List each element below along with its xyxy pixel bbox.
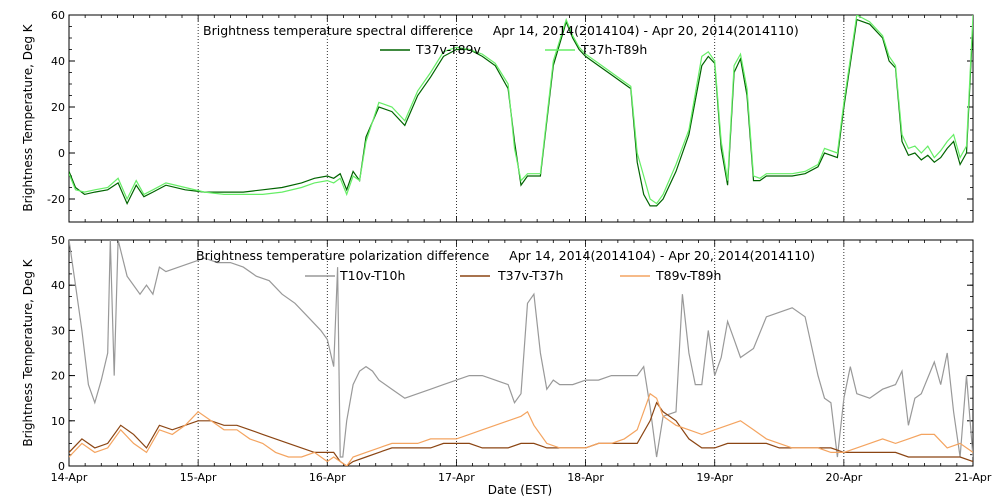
chart-title-bottom: Brightness temperature polarization diff… [196,248,815,263]
series-lines-bottom [69,240,973,466]
series-line-t37v-t89v [69,18,973,207]
polarization-difference-panel: 0 10 20 30 40 50 Brightness temperature polar… [21,234,992,497]
y-ticks-top: -20 0 20 40 60 [47,9,974,223]
y-tick-label: 40 [51,55,65,68]
x-tick-label: 15-Apr [180,471,217,484]
series-lines-top [69,15,973,207]
y-tick-label: 40 [51,279,65,292]
legend-label-t89v-t89h: T89v-T89h [655,268,721,283]
legend-label-t37v-t37h: T37v-T37h [497,268,563,283]
legend-label-t10v-t10h: T10v-T10h [339,268,405,283]
x-tick-label: 16-Apr [309,471,346,484]
x-tick-label: 19-Apr [696,471,733,484]
x-tick-label: 14-Apr [51,471,88,484]
plot-frame-top [68,14,974,223]
vertical-gridlines-top [197,15,845,222]
x-tick-label: 20-Apr [825,471,862,484]
legend-bottom: T10v-T10h T37v-T37h T89v-T89h [305,268,721,283]
y-tick-label: 20 [51,101,65,114]
y-tick-label: 60 [51,9,65,22]
legend-label-t37v-t89v: T37v-T89v [415,42,482,57]
series-line-t37h-t89h [69,15,973,205]
y-axis-title-top: Brightness Temperature, Deg K [21,23,35,211]
y-tick-label: 20 [51,370,65,383]
y-tick-label: 10 [51,415,65,428]
y-tick-label: 30 [51,324,65,337]
y-axis-title-bottom: Brightness Temperature, Deg K [21,258,35,446]
spectral-difference-panel: -20 0 20 40 60 Brightness temperature spectr… [21,9,974,223]
y-tick-label: 50 [51,234,65,247]
legend-label-t37h-t89h: T37h-T89h [580,42,647,57]
y-ticks-bottom: 0 10 20 30 40 50 [51,234,974,473]
legend-top: T37v-T89v T37h-T89h [380,42,647,57]
series-line-t89v-t89h [69,392,973,466]
x-tick-label: 17-Apr [438,471,475,484]
y-tick-label: -20 [47,193,65,206]
y-tick-label: 0 [58,460,65,473]
y-tick-label: 0 [58,147,65,160]
chart-title-top: Brightness temperature spectral differen… [203,23,799,38]
series-line-t10v-t10h [69,240,973,458]
x-axis-title: Date (EST) [488,483,552,497]
x-tick-label: 21-Apr [955,471,992,484]
x-ticks-bottom: 14-Apr 15-Apr 16-Apr 17-Apr 18-Apr 19-Apr 20-A… [51,471,992,484]
x-tick-label: 18-Apr [567,471,604,484]
